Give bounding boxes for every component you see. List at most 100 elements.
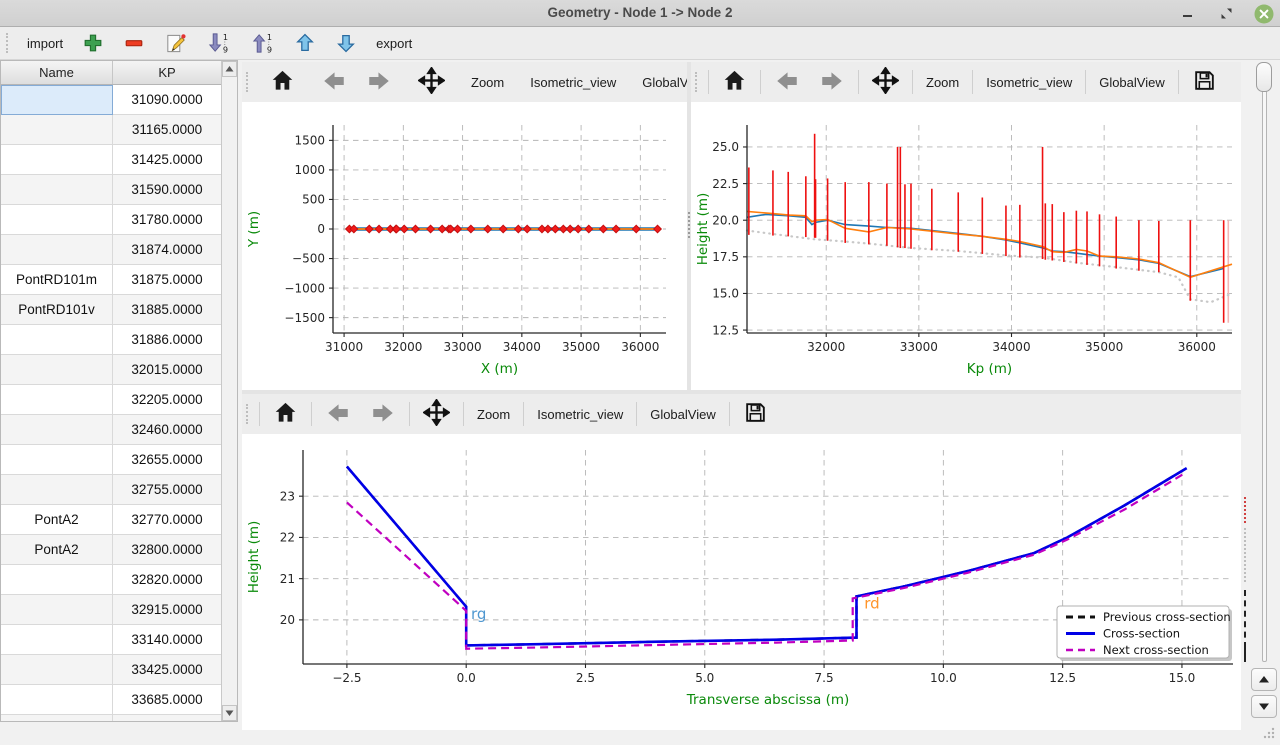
cell-name[interactable]: PontA2	[1, 535, 113, 565]
forward-button[interactable]	[364, 398, 402, 431]
scrollbar-thumb[interactable]	[1256, 62, 1272, 92]
cell-kp[interactable]: 31425.0000	[113, 145, 222, 175]
scroll-down-button[interactable]	[1251, 695, 1277, 718]
cell-kp[interactable]: 31090.0000	[113, 85, 222, 115]
cell-kp[interactable]: 33140.0000	[113, 625, 222, 655]
cell-name[interactable]	[1, 115, 113, 145]
cell-kp[interactable]: 31165.0000	[113, 115, 222, 145]
forward-button[interactable]	[360, 66, 398, 99]
save-button[interactable]	[1186, 65, 1223, 99]
table-scroll-down-button[interactable]	[222, 705, 237, 721]
global-view-button[interactable]: GlobalView	[650, 406, 716, 422]
cell-name[interactable]	[1, 85, 113, 115]
toolbar-grip[interactable]	[695, 72, 699, 92]
cell-kp[interactable]: 32800.0000	[113, 535, 222, 565]
cell-kp[interactable]: 32015.0000	[113, 355, 222, 385]
import-button[interactable]: import	[27, 35, 64, 51]
cross-section-chart[interactable]: −2.5 0.0 2.5 5.0 7.5 10.0 12.5 15.0 20 21 22 23 Tran…	[242, 434, 1240, 730]
plan-view-chart[interactable]: 31000 32000 33000 34000 35000 36000 −1500 −1000…	[242, 102, 687, 390]
table-scrollbar[interactable]	[221, 61, 237, 721]
back-button[interactable]	[315, 66, 353, 99]
toolbar-grip[interactable]	[6, 33, 10, 53]
column-header-name[interactable]: Name	[1, 61, 113, 84]
back-button[interactable]	[768, 66, 806, 99]
column-header-kp[interactable]: KP	[113, 61, 222, 84]
cell-kp[interactable]: 31885.0000	[113, 295, 222, 325]
cell-kp[interactable]: 31874.0000	[113, 235, 222, 265]
cell-name[interactable]	[1, 145, 113, 175]
horizontal-splitter[interactable]	[242, 390, 1241, 394]
cell-kp[interactable]: 32755.0000	[113, 475, 222, 505]
cell-name[interactable]: PontRD101v	[1, 295, 113, 325]
cell-name[interactable]	[1, 175, 113, 205]
cell-name[interactable]	[1, 475, 113, 505]
cell-name[interactable]	[1, 625, 113, 655]
home-button[interactable]	[716, 65, 753, 99]
cell-kp[interactable]: 32770.0000	[113, 505, 222, 535]
table-scroll-up-button[interactable]	[222, 61, 237, 77]
cell-name[interactable]: PontA2	[1, 505, 113, 535]
cell-kp[interactable]: 31780.0000	[113, 205, 222, 235]
cell-name[interactable]	[1, 325, 113, 355]
pan-button[interactable]	[412, 64, 451, 100]
isometric-view-button[interactable]: Isometric_view	[986, 74, 1073, 90]
cell-kp[interactable]: 32820.0000	[113, 565, 222, 595]
vertical-splitter[interactable]	[687, 62, 691, 390]
isometric-view-button[interactable]: Isometric_view	[537, 406, 624, 422]
cell-kp[interactable]: 32205.0000	[113, 385, 222, 415]
add-row-button[interactable]	[78, 30, 108, 56]
cell-kp[interactable]: 31590.0000	[113, 175, 222, 205]
cell-name[interactable]	[1, 235, 113, 265]
cell-name[interactable]	[1, 385, 113, 415]
move-up-button[interactable]	[290, 30, 320, 56]
home-button[interactable]	[264, 65, 301, 99]
cell-kp[interactable]: 33685.0000	[113, 685, 222, 715]
back-button[interactable]	[319, 398, 357, 431]
home-button[interactable]	[267, 397, 304, 431]
cell-name[interactable]	[1, 445, 113, 475]
toolbar-grip[interactable]	[246, 404, 250, 424]
forward-button[interactable]	[813, 66, 851, 99]
close-button[interactable]	[1252, 2, 1276, 26]
cell-kp[interactable]: 32655.0000	[113, 445, 222, 475]
profile-view-chart[interactable]: 32000 33000 34000 35000 36000 12.5 15.0 17.5 20.…	[691, 102, 1241, 390]
isometric-view-button[interactable]: Isometric_view	[530, 74, 617, 90]
svg-text:1: 1	[267, 32, 272, 42]
pan-button[interactable]	[866, 64, 905, 100]
toolbar-grip[interactable]	[246, 72, 248, 92]
window-resize-grip[interactable]	[1262, 726, 1276, 745]
cell-kp[interactable]: 33425.0000	[113, 655, 222, 685]
cell-name[interactable]	[1, 205, 113, 235]
minimize-button[interactable]	[1176, 2, 1200, 26]
global-view-button[interactable]: GlobalView	[642, 74, 687, 90]
main-scrollbar[interactable]	[1250, 62, 1278, 744]
global-view-button[interactable]: GlobalView	[1099, 74, 1165, 90]
cell-kp[interactable]: 31875.0000	[113, 265, 222, 295]
cell-name[interactable]	[1, 355, 113, 385]
cell-kp[interactable]: 32460.0000	[113, 415, 222, 445]
maximize-button[interactable]	[1214, 2, 1238, 26]
cell-name[interactable]	[1, 595, 113, 625]
cell-name[interactable]	[1, 655, 113, 685]
cell-name[interactable]	[1, 715, 113, 721]
cell-name[interactable]	[1, 415, 113, 445]
export-button[interactable]: export	[376, 35, 413, 51]
zoom-button[interactable]: Zoom	[477, 406, 511, 422]
remove-row-button[interactable]	[119, 30, 149, 56]
scroll-up-button[interactable]	[1251, 668, 1277, 691]
cell-name[interactable]	[1, 685, 113, 715]
zoom-button[interactable]: Zoom	[471, 74, 505, 90]
zoom-button[interactable]: Zoom	[926, 74, 960, 90]
scrollbar-track[interactable]	[1262, 66, 1267, 662]
cell-kp[interactable]	[113, 715, 222, 721]
edit-button[interactable]	[160, 30, 191, 57]
cell-kp[interactable]: 32915.0000	[113, 595, 222, 625]
cell-name[interactable]: PontRD101m	[1, 265, 113, 295]
move-down-button[interactable]	[331, 30, 361, 56]
cell-name[interactable]	[1, 565, 113, 595]
pan-button[interactable]	[417, 396, 456, 432]
cell-kp[interactable]: 31886.0000	[113, 325, 222, 355]
save-button[interactable]	[737, 397, 774, 431]
